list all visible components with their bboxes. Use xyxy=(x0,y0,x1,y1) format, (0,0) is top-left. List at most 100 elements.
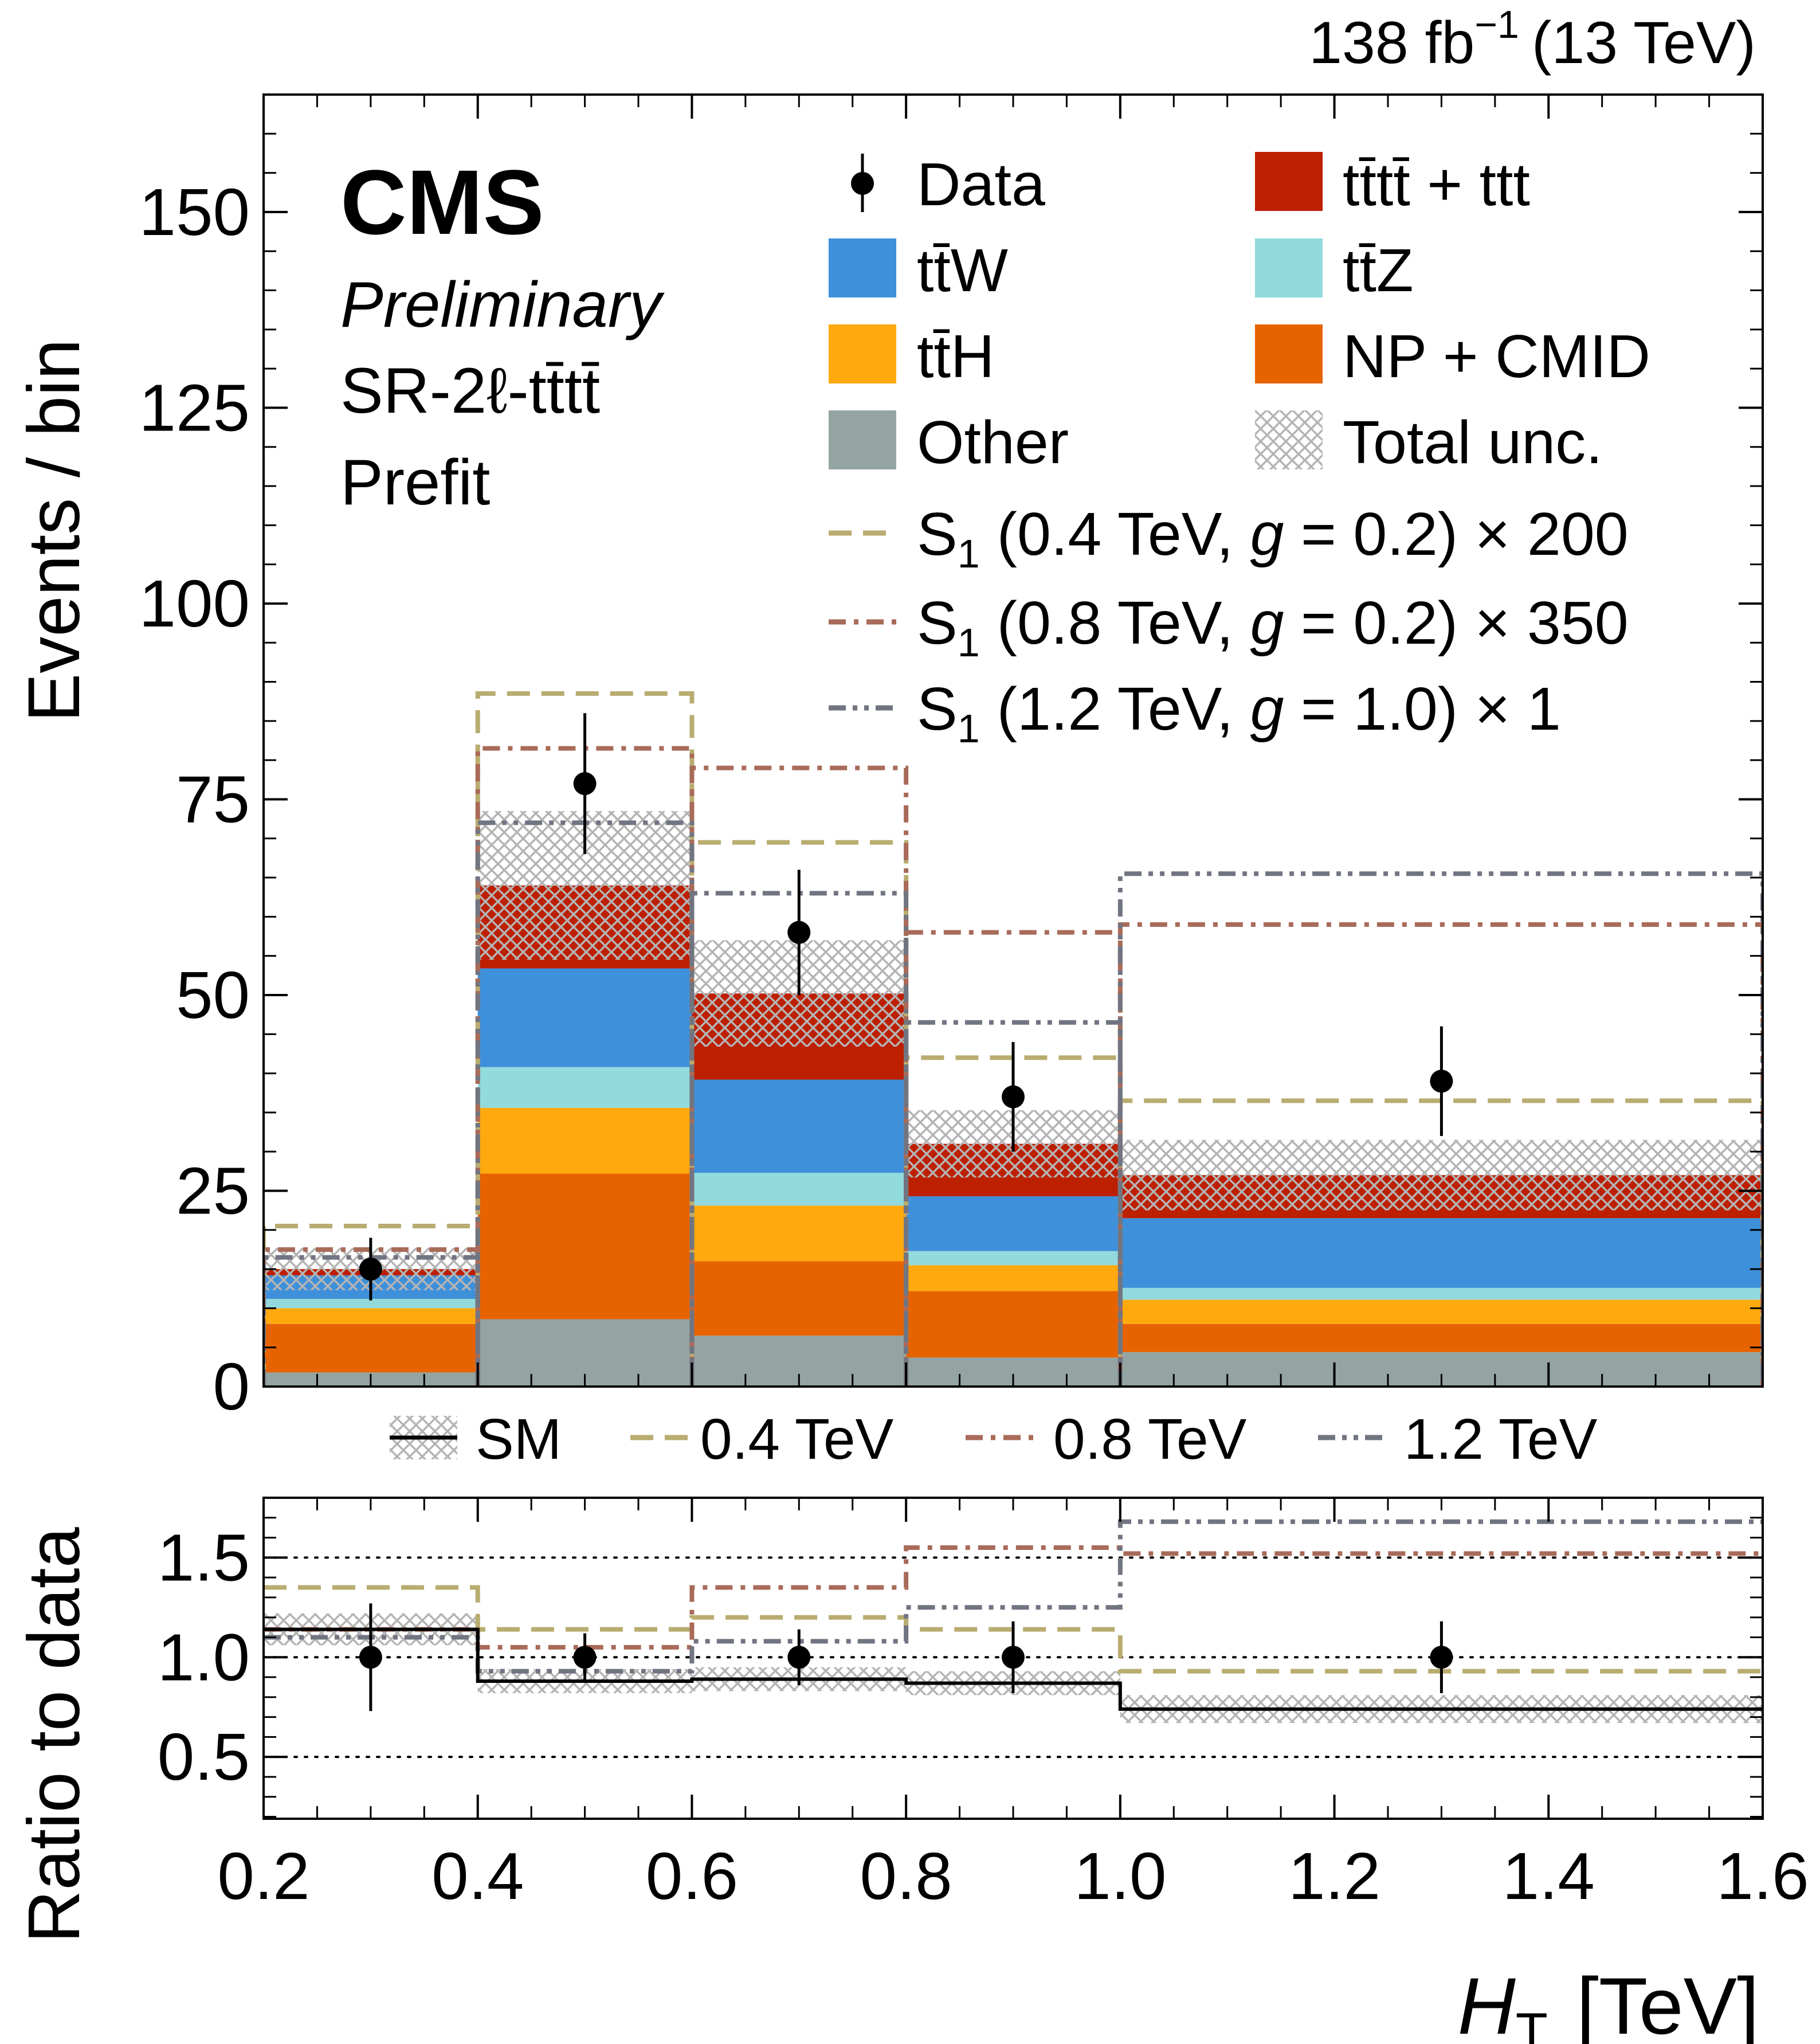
bar-ttH-bin-0 xyxy=(264,1308,478,1324)
legend-other-label: Other xyxy=(917,409,1069,476)
legend-tttt-label: tt̄tt̄ + ttt xyxy=(1343,151,1530,218)
legend-signal-08: S1 (0.8 TeV, g = 0.2) × 350 xyxy=(829,589,1629,665)
ratio-legend-sm: SM xyxy=(390,1407,562,1471)
bar-ttZ-bin-3 xyxy=(906,1251,1120,1266)
ratio-legend-s08: 0.8 TeV xyxy=(966,1407,1247,1471)
data-point-0 xyxy=(359,1258,382,1281)
bar-ttW-bin-3 xyxy=(906,1196,1120,1251)
legend-signal-04-label: S1 (0.4 TeV, g = 0.2) × 200 xyxy=(917,500,1629,576)
bar-ttZ-bin-4 xyxy=(1120,1287,1763,1300)
ratio-legend: SM 0.4 TeV 0.8 TeV 1.2 TeV xyxy=(390,1407,1598,1471)
bottom-xtick-label-5: 1.2 xyxy=(1288,1839,1380,1913)
legend-data-marker xyxy=(851,172,874,195)
bar-ttH-bin-2 xyxy=(692,1205,907,1262)
ratio-legend-s04-label: 0.4 TeV xyxy=(700,1407,894,1471)
legend-ttH-label: tt̄H xyxy=(917,323,994,390)
legend-ttZ-swatch xyxy=(1255,238,1323,297)
legend: Data tt̄tt̄ + ttt tt̄W tt̄Z tt̄H NP + CM… xyxy=(829,151,1650,751)
uncertainty-bin-4 xyxy=(1120,1140,1763,1211)
bottom-ytick-label-1: 1.0 xyxy=(158,1620,250,1694)
ratio-reference-lines xyxy=(264,1556,1763,1759)
legend-unc: Total unc. xyxy=(1255,409,1603,476)
top-ytick-label-4: 100 xyxy=(139,566,250,641)
data-points xyxy=(359,713,1453,1301)
ratio-data-point-3 xyxy=(1002,1646,1025,1669)
ratio-data-point-0 xyxy=(359,1646,382,1669)
status-label: Preliminary xyxy=(340,269,665,340)
ratio-line-s08 xyxy=(264,1545,1763,1650)
legend-ttW-label: tt̄W xyxy=(917,237,1008,304)
legend-signal-12: S1 (1.2 TeV, g = 1.0) × 1 xyxy=(829,675,1561,751)
top-ytick-label-5: 125 xyxy=(139,370,250,445)
ratio-data-point-2 xyxy=(787,1646,811,1669)
x-axis-title: HT [TeV] xyxy=(1458,1961,1759,2044)
ratio-legend-s12: 1.2 TeV xyxy=(1318,1407,1598,1471)
legend-other-swatch xyxy=(829,410,896,469)
legend-signal-08-label: S1 (0.8 TeV, g = 0.2) × 350 xyxy=(917,589,1629,665)
signal-s12-bin-3 xyxy=(904,1020,1123,1387)
bottom-ytick-label-0: 0.5 xyxy=(158,1720,250,1794)
legend-ttZ-label: tt̄Z xyxy=(1343,237,1414,304)
bar-np-bin-4 xyxy=(1120,1323,1763,1352)
experiment-label: CMS xyxy=(340,151,544,253)
ratio-data-point-4 xyxy=(1430,1646,1453,1669)
top-y-axis-title: Events / bin xyxy=(13,339,95,722)
top-ytick-label-3: 75 xyxy=(176,762,250,836)
bottom-axes: 0.5 1.0 1.5 0.2 0.4 0.6 0.8 1.0 1.2 1.4 1.6 xyxy=(158,1497,1809,1913)
legend-ttW: tt̄W xyxy=(829,237,1008,304)
top-ytick-label-2: 50 xyxy=(176,958,250,1032)
legend-ttW-swatch xyxy=(829,238,896,297)
legend-signal-12-label: S1 (1.2 TeV, g = 1.0) × 1 xyxy=(917,675,1561,751)
data-point-3 xyxy=(1002,1085,1025,1109)
bar-ttZ-bin-1 xyxy=(477,1067,692,1108)
bottom-ytick-label-2: 1.5 xyxy=(158,1520,250,1595)
ratio-legend-sm-label: SM xyxy=(476,1407,562,1471)
legend-other: Other xyxy=(829,409,1069,476)
legend-signal-04: S1 (0.4 TeV, g = 0.2) × 200 xyxy=(829,500,1629,576)
legend-tttt-swatch xyxy=(1255,152,1323,211)
legend-data: Data xyxy=(851,151,1045,218)
top-axes: 0 25 50 75 100 125 150 xyxy=(139,93,1764,1424)
legend-unc-swatch xyxy=(1255,410,1323,469)
ratio-line-s04 xyxy=(264,1585,1763,1674)
bottom-xtick-label-0: 0.2 xyxy=(217,1839,309,1913)
ratio-legend-s08-label: 0.8 TeV xyxy=(1053,1407,1247,1471)
legend-ttH-swatch xyxy=(829,324,896,383)
legend-ttH: tt̄H xyxy=(829,323,994,390)
lumi-label: 138 fb−1 (13 TeV) xyxy=(1309,3,1756,76)
fit-label: Prefit xyxy=(340,447,490,518)
legend-tttt: tt̄tt̄ + ttt xyxy=(1255,151,1530,218)
bar-np-bin-0 xyxy=(264,1323,478,1373)
bottom-xtick-label-6: 1.4 xyxy=(1503,1839,1595,1913)
bottom-xtick-label-7: 1.6 xyxy=(1716,1839,1809,1913)
bar-ttW-bin-1 xyxy=(477,968,692,1067)
ratio-legend-s04: 0.4 TeV xyxy=(630,1407,894,1471)
bar-ttW-bin-2 xyxy=(692,1079,907,1173)
bottom-xtick-label-2: 0.6 xyxy=(646,1839,738,1913)
ratio-line-s12 xyxy=(264,1519,1763,1674)
bottom-xtick-label-1: 0.4 xyxy=(432,1839,524,1913)
top-ytick-label-1: 25 xyxy=(176,1153,250,1228)
bar-np-bin-1 xyxy=(477,1173,692,1319)
bar-ttW-bin-4 xyxy=(1120,1218,1763,1288)
region-label: SR-2ℓ-tt̄tt̄ xyxy=(340,355,600,426)
ratio-legend-s12-label: 1.2 TeV xyxy=(1404,1407,1598,1471)
legend-np-label: NP + CMID xyxy=(1343,323,1650,390)
ratio-data-points xyxy=(359,1603,1453,1712)
data-point-4 xyxy=(1430,1070,1453,1093)
top-ytick-label-0: 0 xyxy=(213,1349,250,1424)
bottom-xtick-label-4: 1.0 xyxy=(1074,1839,1166,1913)
data-point-2 xyxy=(787,921,811,944)
legend-data-label: Data xyxy=(917,151,1045,218)
bottom-y-axis-title: Ratio to data xyxy=(13,1526,95,1943)
data-point-1 xyxy=(573,772,597,796)
legend-np: NP + CMID xyxy=(1255,323,1650,390)
bar-ttH-bin-3 xyxy=(906,1265,1120,1291)
bar-np-bin-3 xyxy=(906,1291,1120,1358)
bottom-xtick-label-3: 0.8 xyxy=(860,1839,952,1913)
ratio-data-point-1 xyxy=(573,1646,597,1669)
bar-ttZ-bin-2 xyxy=(692,1173,907,1206)
top-ytick-label-6: 150 xyxy=(139,175,250,249)
bar-np-bin-2 xyxy=(692,1261,907,1336)
